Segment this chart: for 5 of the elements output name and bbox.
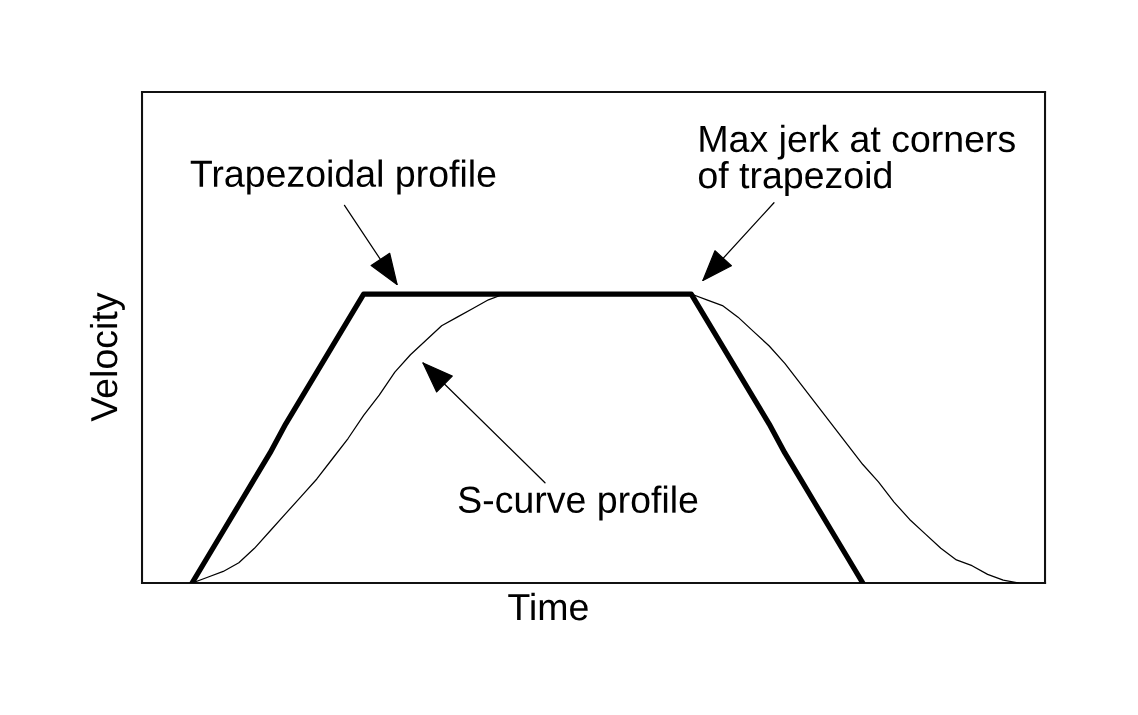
x-axis-title: Time bbox=[508, 592, 588, 621]
annotation: S-curve profile bbox=[458, 485, 698, 521]
text: Max jerk at corners of trapezoid bbox=[698, 124, 1015, 196]
text: Trapezoidal profile bbox=[190, 159, 496, 195]
y-axis-title: Velocity bbox=[89, 292, 125, 422]
